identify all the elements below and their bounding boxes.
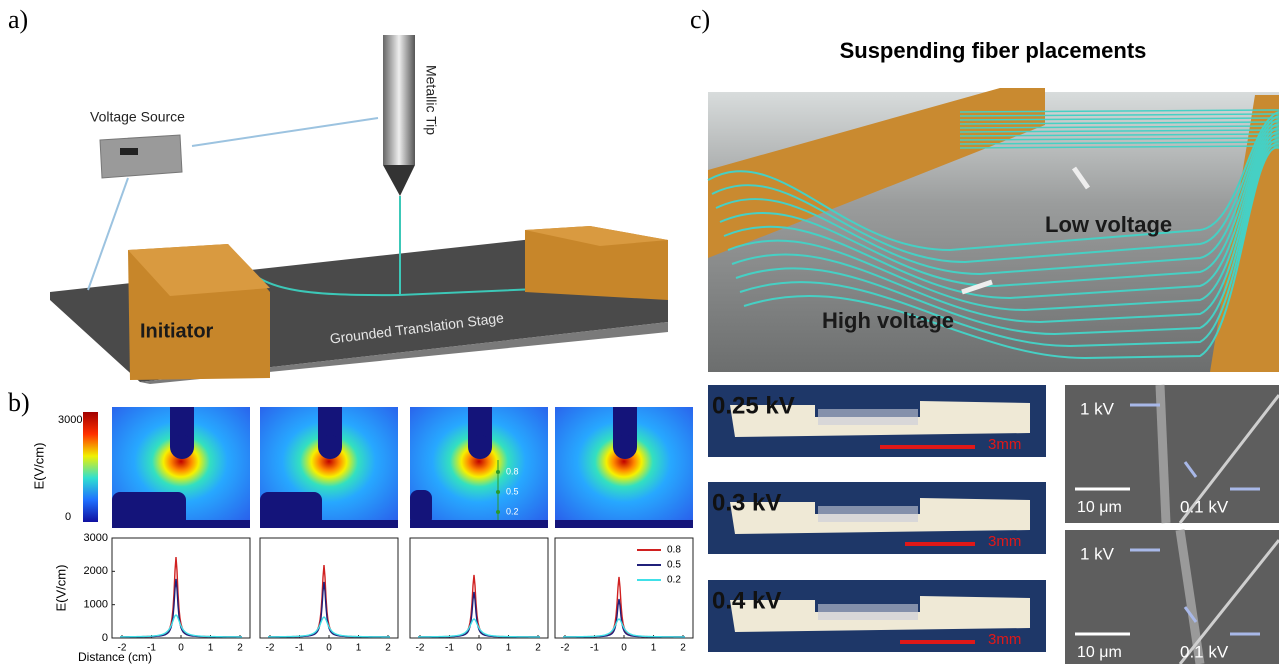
panel-b: b) 3000 0 E(V/cm) E(V/cm) Distance (cm) … (8, 388, 693, 664)
low-label: 0.1 kV (1180, 497, 1229, 516)
scale-label: 3mm (988, 631, 1021, 648)
x-tick-label: 2 (680, 643, 686, 654)
colorbar-max: 3000 (58, 414, 82, 426)
x-tick-label: 2 (385, 643, 391, 654)
voltage-source-label: Voltage Source (90, 109, 185, 125)
probe-point (496, 490, 500, 494)
x-tick-label: -2 (416, 643, 425, 654)
curve (418, 592, 540, 637)
panel-label: c) (690, 5, 710, 34)
legend-label: 0.2 (667, 575, 681, 586)
fiber-thick (1160, 385, 1166, 523)
figure: a) Grounded Translation Stage Voltage So… (0, 0, 1279, 664)
curve (563, 599, 685, 637)
tip-end (468, 435, 492, 459)
x-tick-label: 0 (326, 643, 332, 654)
initiator-silhouette (112, 492, 186, 528)
colorbar-min: 0 (65, 511, 71, 523)
x-tick-label: -2 (266, 643, 275, 654)
wire (88, 178, 128, 290)
x-tick-label: -2 (561, 643, 570, 654)
x-tick-label: 2 (237, 643, 243, 654)
x-tick-label: 1 (208, 643, 214, 654)
probe-point (496, 470, 500, 474)
x-tick-label: -1 (445, 643, 454, 654)
voltage-label: 0.3 kV (712, 489, 781, 516)
ground (555, 520, 693, 528)
probe-label: 0.5 (506, 486, 519, 496)
voltage-label: 0.25 kV (712, 392, 795, 419)
tip-cone (383, 165, 415, 196)
probe-label: 0.8 (506, 466, 519, 476)
x-tick-label: 0 (476, 643, 482, 654)
initiator-label: Initiator (140, 320, 214, 342)
curve (418, 619, 540, 637)
curve (120, 615, 242, 637)
panel-c: c) Suspending fiber placements Low volta… (690, 5, 1279, 664)
voltage-knob (120, 148, 138, 155)
scale-label: 3mm (988, 533, 1021, 550)
tip-label: Metallic Tip (423, 65, 439, 135)
x-tick-label: 1 (651, 643, 657, 654)
x-tick-label: -2 (118, 643, 127, 654)
colorbar (83, 412, 98, 522)
legend-label: 0.5 (667, 560, 681, 571)
curve (563, 619, 685, 637)
initiator-silhouette (410, 490, 432, 526)
low-label: 0.1 kV (1180, 642, 1229, 661)
scale-label: 10 μm (1077, 644, 1122, 661)
y-axis-label: E(V/cm) (53, 565, 68, 612)
fiber-region (818, 506, 918, 522)
metallic-tip (383, 35, 415, 165)
y-tick-label: 0 (102, 632, 108, 644)
x-axis-label: Distance (cm) (78, 650, 152, 664)
curve (268, 617, 390, 637)
x-tick-label: 2 (535, 643, 541, 654)
high-label: 1 kV (1080, 544, 1115, 563)
y-tick-label: 2000 (84, 565, 108, 577)
wire (192, 118, 378, 146)
plot-frame (410, 538, 548, 638)
scale-label: 3mm (988, 436, 1021, 453)
legend-label: 0.8 (667, 545, 681, 556)
high-voltage-label: High voltage (822, 308, 954, 333)
panel-label: b) (8, 388, 30, 417)
colorbar-title: E(V/cm) (31, 443, 46, 490)
high-label: 1 kV (1080, 399, 1115, 418)
probe-label: 0.2 (506, 506, 519, 516)
voltage-source (100, 135, 182, 178)
y-tick-label: 3000 (84, 532, 108, 544)
tip-end (170, 435, 194, 459)
panel-title: Suspending fiber placements (840, 38, 1147, 63)
panel-label: a) (8, 5, 28, 34)
probe-point (496, 510, 500, 514)
tip-end (613, 435, 637, 459)
panel-a: a) Grounded Translation Stage Voltage So… (8, 5, 668, 384)
tip-end (318, 435, 342, 459)
x-tick-label: 1 (356, 643, 362, 654)
voltage-label: 0.4 kV (712, 587, 781, 614)
y-tick-label: 1000 (84, 599, 108, 611)
x-tick-label: -1 (147, 643, 156, 654)
x-tick-label: 0 (621, 643, 627, 654)
curve (268, 582, 390, 637)
fiber-region (818, 604, 918, 620)
initiator-silhouette (260, 492, 322, 528)
x-tick-label: 0 (178, 643, 184, 654)
scale-label: 10 μm (1077, 499, 1122, 516)
fiber-region (818, 409, 918, 425)
x-tick-label: -1 (295, 643, 304, 654)
x-tick-label: -1 (590, 643, 599, 654)
x-tick-label: 1 (506, 643, 512, 654)
low-voltage-label: Low voltage (1045, 212, 1172, 237)
curve (120, 579, 242, 637)
